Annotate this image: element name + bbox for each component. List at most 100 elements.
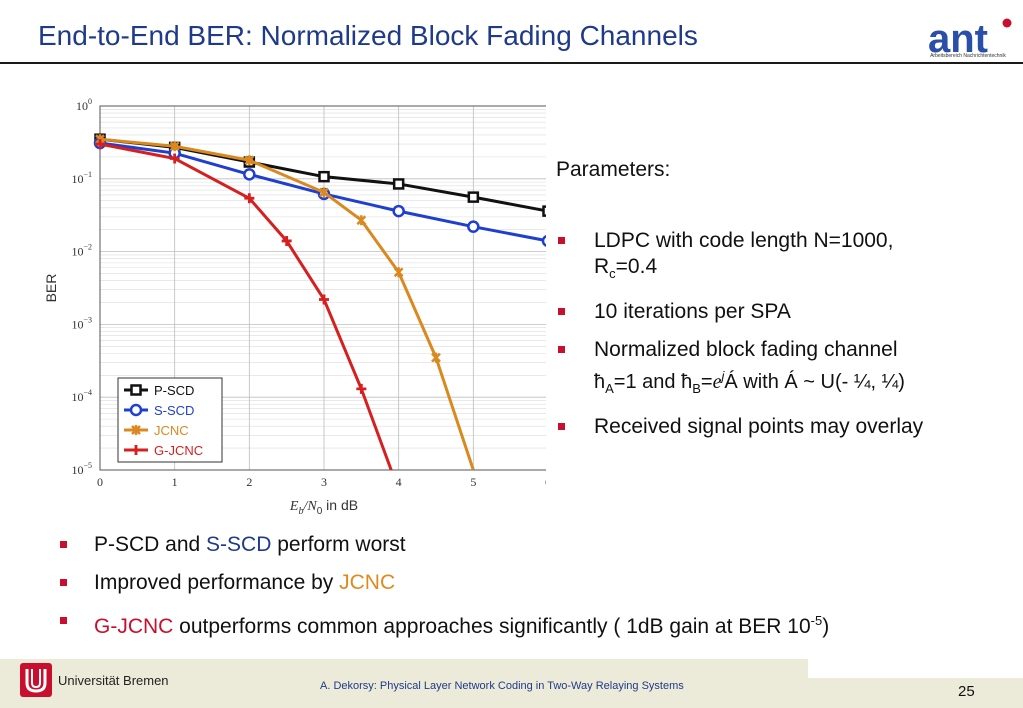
footer-bar-lower bbox=[0, 678, 1023, 708]
marker-circle bbox=[541, 235, 546, 247]
list-item: P-SCD and S-SCD perform worst bbox=[60, 532, 1020, 558]
logo-subtitle: Arbeitsbereich Nachrichtentechnik bbox=[930, 53, 1006, 59]
marker-square bbox=[467, 191, 480, 203]
formula-sub-a: A bbox=[605, 380, 614, 396]
list-item: Improved performance by JCNC bbox=[60, 570, 1020, 596]
formula-e: e bbox=[712, 370, 722, 393]
marker-square bbox=[130, 384, 142, 396]
marker-circle bbox=[129, 403, 143, 417]
x-tick-label: 6 bbox=[545, 475, 546, 489]
x-tick-label: 0 bbox=[97, 475, 103, 489]
legend-label: JCNC bbox=[154, 423, 189, 438]
slide-title: End-to-End BER: Normalized Block Fading … bbox=[38, 20, 698, 51]
data-point bbox=[392, 204, 405, 218]
data-point bbox=[95, 139, 105, 150]
marker-plus bbox=[244, 193, 255, 204]
x-tick-label: 3 bbox=[321, 475, 327, 489]
param-ldpc: LDPC with code length N=1000, bbox=[594, 229, 894, 252]
formula-mid: =1 and bbox=[613, 370, 682, 393]
formula-h-a: ћ bbox=[594, 370, 606, 393]
bullet-icon bbox=[60, 579, 67, 586]
marker-star bbox=[244, 155, 255, 166]
y-tick-label: 10−2 bbox=[71, 243, 92, 259]
marker-plus bbox=[95, 139, 105, 150]
param-iterations: 10 iterations per SPA bbox=[594, 300, 791, 324]
conclusion-1c: perform worst bbox=[271, 533, 406, 556]
data-point bbox=[243, 168, 256, 181]
bullet-icon bbox=[558, 422, 565, 430]
data-point bbox=[541, 235, 546, 247]
page-number: 25 bbox=[958, 683, 975, 700]
legend-marker bbox=[130, 384, 142, 396]
university-logo-icon bbox=[20, 663, 52, 697]
bullet-icon bbox=[558, 308, 565, 316]
data-point bbox=[169, 153, 180, 164]
footer-citation: A. Dekorsy: Physical Layer Network Codin… bbox=[320, 680, 684, 692]
ber-chart: 0 1 2 3 4 5 6 100 10−1 10−2 10−3 10−4 10−5 BER Eb/N0 i… bbox=[43, 97, 546, 516]
data-point bbox=[319, 294, 329, 305]
conclusion-3c: ) bbox=[822, 615, 830, 638]
formula-h-b: ћ bbox=[681, 370, 693, 393]
conclusion-1b: S-SCD bbox=[206, 533, 272, 556]
x-tick-label: 5 bbox=[470, 475, 476, 489]
marker-plus bbox=[281, 235, 292, 246]
conclusion-3-sup: -5 bbox=[810, 613, 823, 628]
marker-square bbox=[542, 205, 546, 217]
param-rate-value: =0.4 bbox=[615, 255, 658, 278]
title-divider bbox=[0, 62, 1023, 64]
data-point bbox=[467, 220, 480, 233]
marker-star bbox=[431, 352, 441, 363]
data-point bbox=[467, 191, 480, 203]
ant-logo: ant bbox=[928, 17, 1012, 61]
y-tick-label: 10−3 bbox=[71, 315, 92, 331]
y-tick-label: 10−1 bbox=[71, 170, 92, 186]
data-point bbox=[169, 141, 180, 152]
bullet-icon bbox=[558, 237, 565, 244]
data-point bbox=[281, 235, 292, 246]
marker-circle bbox=[467, 220, 480, 233]
marker-star bbox=[131, 425, 141, 435]
list-item: Received signal points may overlay bbox=[558, 414, 1018, 440]
legend-marker bbox=[131, 445, 141, 455]
bullet-icon bbox=[60, 541, 67, 548]
conclusion-3b: outperforms common approaches significan… bbox=[173, 615, 811, 638]
conclusions-list: P-SCD and S-SCD perform worst Improved p… bbox=[60, 532, 1020, 652]
y-tick-label: 10−4 bbox=[71, 388, 92, 404]
parameters-list: LDPC with code length N=1000, Rc=0.4 10 … bbox=[558, 228, 1018, 452]
marker-star bbox=[169, 141, 180, 152]
marker-star bbox=[319, 187, 329, 198]
marker-plus bbox=[131, 445, 141, 455]
legend-label: S-SCD bbox=[154, 403, 194, 418]
x-tick-label: 1 bbox=[172, 475, 178, 489]
data-point bbox=[356, 383, 367, 394]
bullet-icon bbox=[60, 617, 67, 624]
plot-frame bbox=[99, 105, 546, 471]
data-point bbox=[431, 352, 441, 363]
data-point bbox=[393, 267, 404, 278]
formula-eq: = bbox=[700, 370, 713, 393]
conclusion-2a: Improved performance by bbox=[94, 571, 340, 594]
formula-j: j bbox=[721, 368, 725, 384]
legend-label: G-JCNC bbox=[154, 443, 203, 458]
param-rate-sub: c bbox=[609, 266, 616, 282]
x-tick-label: 4 bbox=[396, 475, 402, 489]
marker-plus bbox=[169, 153, 180, 164]
formula-phi: Á bbox=[724, 370, 738, 393]
series-line-jcnc bbox=[100, 137, 475, 470]
data-point bbox=[542, 205, 546, 217]
marker-star bbox=[356, 215, 367, 226]
x-axis-label: Eb/N0 in dB bbox=[289, 497, 358, 516]
university-name: Universität Bremen bbox=[58, 673, 169, 688]
marker-star bbox=[393, 267, 404, 278]
list-item: LDPC with code length N=1000, Rc=0.4 bbox=[558, 228, 1018, 287]
conclusion-1a: P-SCD and bbox=[94, 533, 207, 556]
y-axis-label: BER bbox=[43, 274, 59, 303]
marker-circle bbox=[243, 168, 256, 181]
marker-square bbox=[392, 178, 405, 190]
conclusion-2b: JCNC bbox=[339, 571, 396, 594]
list-item: 10 iterations per SPA bbox=[558, 299, 1018, 325]
marker-plus bbox=[319, 294, 329, 305]
legend-marker bbox=[129, 403, 143, 417]
legend-marker bbox=[131, 425, 141, 435]
data-point bbox=[356, 215, 367, 226]
